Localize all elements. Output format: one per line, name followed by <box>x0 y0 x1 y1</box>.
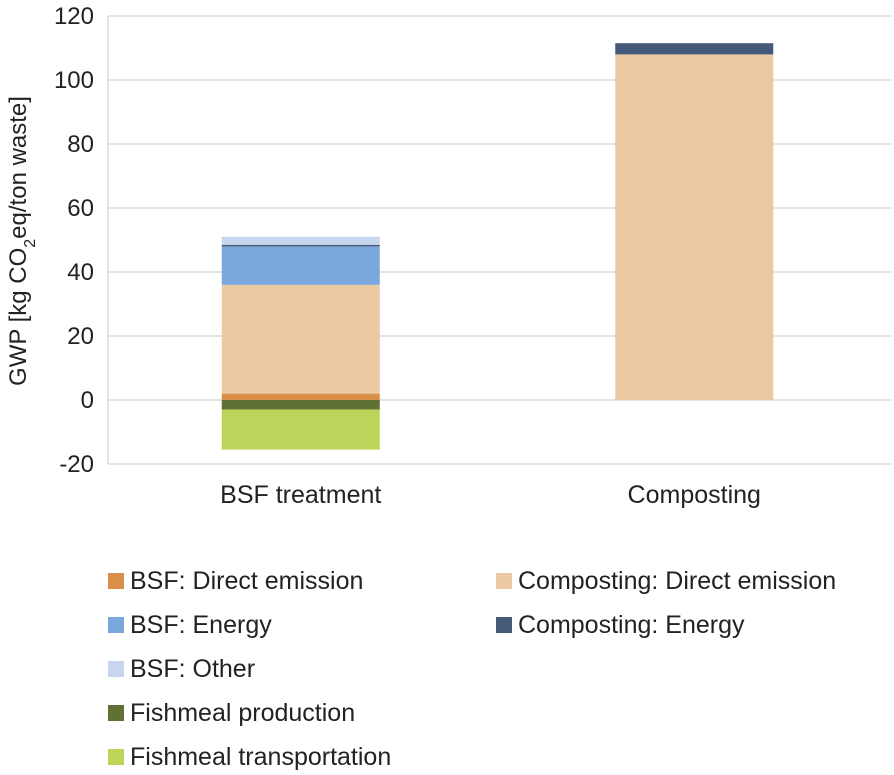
bar-segment-bsf-treatment-bsf-energy <box>221 246 380 285</box>
y-tick-labels: -20 0 20 40 60 80 100 120 <box>54 3 94 478</box>
y-tick-label: -20 <box>59 451 94 478</box>
y-tick-label: 20 <box>67 323 94 350</box>
bar-segment-composting-composting-direct-emission <box>615 54 774 401</box>
bars <box>221 43 774 450</box>
bar-segment-bsf-treatment-bsf-other <box>221 236 380 245</box>
bar-segment-composting-composting-energy <box>615 43 774 55</box>
y-tick-label: 40 <box>67 259 94 286</box>
bar-segment-bsf-treatment-composting-energy <box>221 244 380 247</box>
bar-segment-bsf-treatment-fishmeal-transportation <box>221 409 380 450</box>
y-tick-label: 80 <box>67 131 94 158</box>
bar-segment-bsf-treatment-bsf-direct-emission <box>221 393 380 400</box>
y-tick-label: 60 <box>67 195 94 222</box>
bar-segment-bsf-treatment-fishmeal-production <box>221 400 380 410</box>
x-category-label: BSF treatment <box>220 481 381 509</box>
x-category-label: Composting <box>628 481 761 509</box>
y-tick-label: 100 <box>54 67 94 94</box>
bar-segment-bsf-treatment-composting-direct-emission <box>221 284 380 394</box>
y-axis-title: GWP [kg CO2eq/ton waste] <box>5 96 39 386</box>
x-category-labels: BSF treatment Composting <box>220 481 761 509</box>
y-tick-label: 120 <box>54 3 94 30</box>
y-tick-label: 0 <box>81 387 94 414</box>
